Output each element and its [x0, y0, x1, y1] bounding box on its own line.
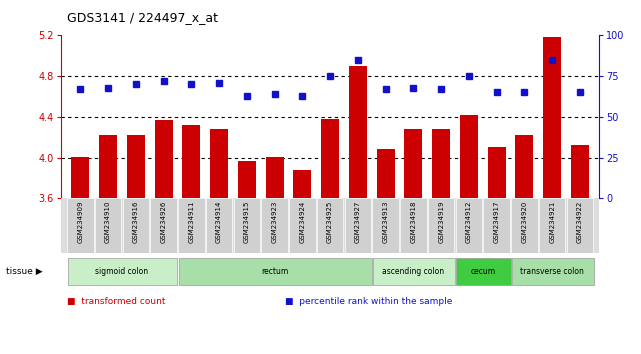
Text: GSM234918: GSM234918: [410, 200, 417, 243]
Text: rectum: rectum: [261, 267, 288, 276]
Text: GSM234917: GSM234917: [494, 200, 499, 243]
Bar: [456, 198, 482, 253]
Bar: [317, 198, 344, 253]
Text: GSM234912: GSM234912: [466, 200, 472, 243]
Bar: [349, 66, 367, 354]
Bar: [456, 258, 510, 285]
Bar: [182, 125, 201, 354]
Text: GSM234915: GSM234915: [244, 200, 250, 243]
Text: ■  transformed count: ■ transformed count: [67, 297, 166, 306]
Text: GSM234916: GSM234916: [133, 200, 139, 243]
Bar: [154, 120, 172, 354]
Bar: [377, 149, 395, 354]
Bar: [543, 38, 561, 354]
Text: GSM234919: GSM234919: [438, 200, 444, 243]
Bar: [432, 129, 450, 354]
Text: GSM234911: GSM234911: [188, 200, 194, 243]
Bar: [512, 258, 594, 285]
Bar: [571, 145, 589, 354]
Bar: [178, 198, 204, 253]
Bar: [127, 135, 145, 354]
Bar: [71, 156, 89, 354]
Text: sigmoid colon: sigmoid colon: [96, 267, 149, 276]
Text: GSM234920: GSM234920: [521, 200, 528, 243]
Text: GSM234914: GSM234914: [216, 200, 222, 243]
Bar: [179, 258, 372, 285]
Bar: [150, 198, 177, 253]
Text: GSM234909: GSM234909: [78, 200, 83, 243]
Bar: [294, 170, 312, 354]
Bar: [233, 198, 260, 253]
Bar: [567, 198, 593, 253]
Bar: [265, 156, 283, 354]
Bar: [372, 198, 399, 253]
Text: GSM234925: GSM234925: [327, 200, 333, 243]
Text: GSM234923: GSM234923: [272, 200, 278, 243]
Bar: [99, 135, 117, 354]
Bar: [488, 147, 506, 354]
Text: GSM234910: GSM234910: [105, 200, 111, 243]
Text: GSM234922: GSM234922: [577, 200, 583, 243]
Bar: [289, 198, 315, 253]
Bar: [515, 135, 533, 354]
Text: GDS3141 / 224497_x_at: GDS3141 / 224497_x_at: [67, 11, 219, 24]
Text: GSM234921: GSM234921: [549, 200, 555, 243]
Text: transverse colon: transverse colon: [520, 267, 584, 276]
Bar: [67, 258, 178, 285]
Text: GSM234927: GSM234927: [355, 200, 361, 243]
Bar: [404, 129, 422, 354]
Bar: [483, 198, 510, 253]
Text: GSM234926: GSM234926: [161, 200, 167, 243]
Bar: [238, 161, 256, 354]
Text: tissue ▶: tissue ▶: [6, 267, 43, 276]
Bar: [373, 258, 455, 285]
Bar: [262, 198, 288, 253]
Text: GSM234913: GSM234913: [383, 200, 388, 243]
Text: GSM234924: GSM234924: [299, 200, 305, 243]
Bar: [511, 198, 538, 253]
Bar: [345, 198, 371, 253]
Text: ■  percentile rank within the sample: ■ percentile rank within the sample: [285, 297, 453, 306]
Bar: [95, 198, 121, 253]
Text: cecum: cecum: [470, 267, 495, 276]
Bar: [122, 198, 149, 253]
Bar: [210, 129, 228, 354]
Bar: [321, 119, 339, 354]
Bar: [67, 198, 94, 253]
Bar: [539, 198, 565, 253]
Bar: [428, 198, 454, 253]
Bar: [206, 198, 233, 253]
Text: ascending colon: ascending colon: [382, 267, 444, 276]
Bar: [400, 198, 427, 253]
Bar: [460, 115, 478, 354]
